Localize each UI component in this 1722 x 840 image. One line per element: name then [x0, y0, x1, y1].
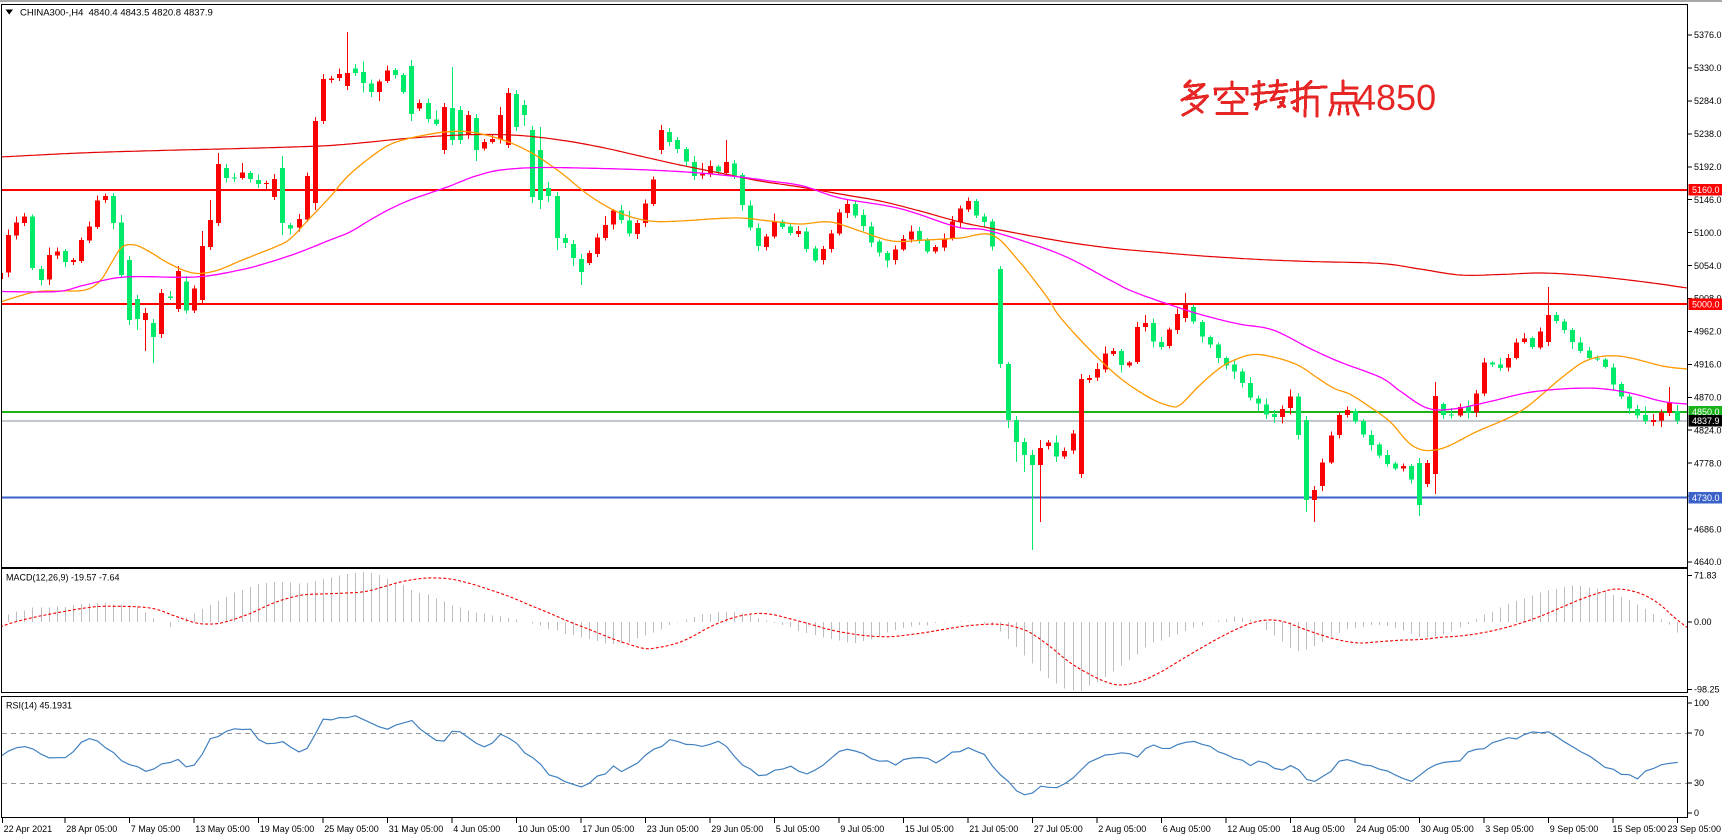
svg-text:12 Aug 05:00: 12 Aug 05:00: [1227, 824, 1280, 834]
svg-text:25 May 05:00: 25 May 05:00: [324, 824, 379, 834]
svg-text:100: 100: [1694, 698, 1709, 708]
svg-text:17 Jun 05:00: 17 Jun 05:00: [582, 824, 634, 834]
svg-text:5330.0: 5330.0: [1694, 63, 1722, 73]
svg-text:4 Jun 05:00: 4 Jun 05:00: [453, 824, 500, 834]
svg-text:4730.0: 4730.0: [1692, 493, 1720, 503]
svg-text:5146.0: 5146.0: [1694, 195, 1722, 205]
svg-text:23 Jun 05:00: 23 Jun 05:00: [647, 824, 699, 834]
svg-text:4916.0: 4916.0: [1694, 360, 1722, 370]
svg-text:71.83: 71.83: [1694, 571, 1717, 581]
svg-text:2 Aug 05:00: 2 Aug 05:00: [1098, 824, 1146, 834]
svg-text:31 May 05:00: 31 May 05:00: [389, 824, 444, 834]
svg-text:30 Aug 05:00: 30 Aug 05:00: [1421, 824, 1474, 834]
svg-text:5376.0: 5376.0: [1694, 30, 1722, 40]
svg-text:5192.0: 5192.0: [1694, 162, 1722, 172]
svg-text:4850.0: 4850.0: [1692, 407, 1720, 417]
svg-text:27 Jul 05:00: 27 Jul 05:00: [1034, 824, 1083, 834]
svg-text:0: 0: [1694, 808, 1699, 818]
svg-text:4778.0: 4778.0: [1694, 458, 1722, 468]
svg-text:70: 70: [1694, 728, 1704, 738]
svg-text:23 Sep 05:00: 23 Sep 05:00: [1667, 824, 1721, 834]
svg-text:MACD(12,26,9) -19.57 -7.64: MACD(12,26,9) -19.57 -7.64: [6, 573, 120, 583]
svg-text:RSI(14) 45.1931: RSI(14) 45.1931: [6, 701, 72, 711]
svg-text:6 Aug 05:00: 6 Aug 05:00: [1163, 824, 1211, 834]
svg-text:4870.0: 4870.0: [1694, 393, 1722, 403]
svg-text:15 Jul 05:00: 15 Jul 05:00: [905, 824, 954, 834]
svg-text:4962.0: 4962.0: [1694, 327, 1722, 337]
svg-text:28 Apr 05:00: 28 Apr 05:00: [66, 824, 117, 834]
svg-text:9 Sep 05:00: 9 Sep 05:00: [1550, 824, 1599, 834]
svg-text:4850: 4850: [1356, 77, 1436, 118]
svg-text:CHINA300-,H4 4840.4 4843.5 48: CHINA300-,H4 4840.4 4843.5 4820.8 4837.9: [20, 8, 213, 19]
svg-text:13 May 05:00: 13 May 05:00: [195, 824, 250, 834]
svg-text:-98.25: -98.25: [1694, 685, 1720, 695]
svg-text:4640.0: 4640.0: [1694, 557, 1722, 567]
svg-text:15 Sep 05:00: 15 Sep 05:00: [1612, 824, 1666, 834]
svg-text:5160.0: 5160.0: [1692, 185, 1720, 195]
svg-text:22 Apr 2021: 22 Apr 2021: [4, 824, 53, 834]
svg-text:4824.0: 4824.0: [1694, 425, 1722, 435]
svg-text:5238.0: 5238.0: [1694, 129, 1722, 139]
svg-text:5284.0: 5284.0: [1694, 96, 1722, 106]
svg-text:5100.0: 5100.0: [1694, 228, 1722, 238]
svg-text:9 Jul 05:00: 9 Jul 05:00: [840, 824, 884, 834]
svg-text:5000.0: 5000.0: [1692, 300, 1720, 310]
svg-text:5 Jul 05:00: 5 Jul 05:00: [776, 824, 820, 834]
svg-text:24 Aug 05:00: 24 Aug 05:00: [1356, 824, 1409, 834]
svg-text:29 Jun 05:00: 29 Jun 05:00: [711, 824, 763, 834]
svg-text:18 Aug 05:00: 18 Aug 05:00: [1292, 824, 1345, 834]
svg-text:21 Jul 05:00: 21 Jul 05:00: [969, 824, 1018, 834]
svg-text:0.00: 0.00: [1694, 617, 1712, 627]
svg-text:7 May 05:00: 7 May 05:00: [131, 824, 181, 834]
svg-text:10 Jun 05:00: 10 Jun 05:00: [518, 824, 570, 834]
svg-text:3 Sep 05:00: 3 Sep 05:00: [1485, 824, 1534, 834]
svg-text:4686.0: 4686.0: [1694, 524, 1722, 534]
svg-text:30: 30: [1694, 778, 1704, 788]
svg-text:4837.9: 4837.9: [1692, 416, 1720, 426]
svg-text:19 May 05:00: 19 May 05:00: [260, 824, 315, 834]
svg-text:5054.0: 5054.0: [1694, 261, 1722, 271]
